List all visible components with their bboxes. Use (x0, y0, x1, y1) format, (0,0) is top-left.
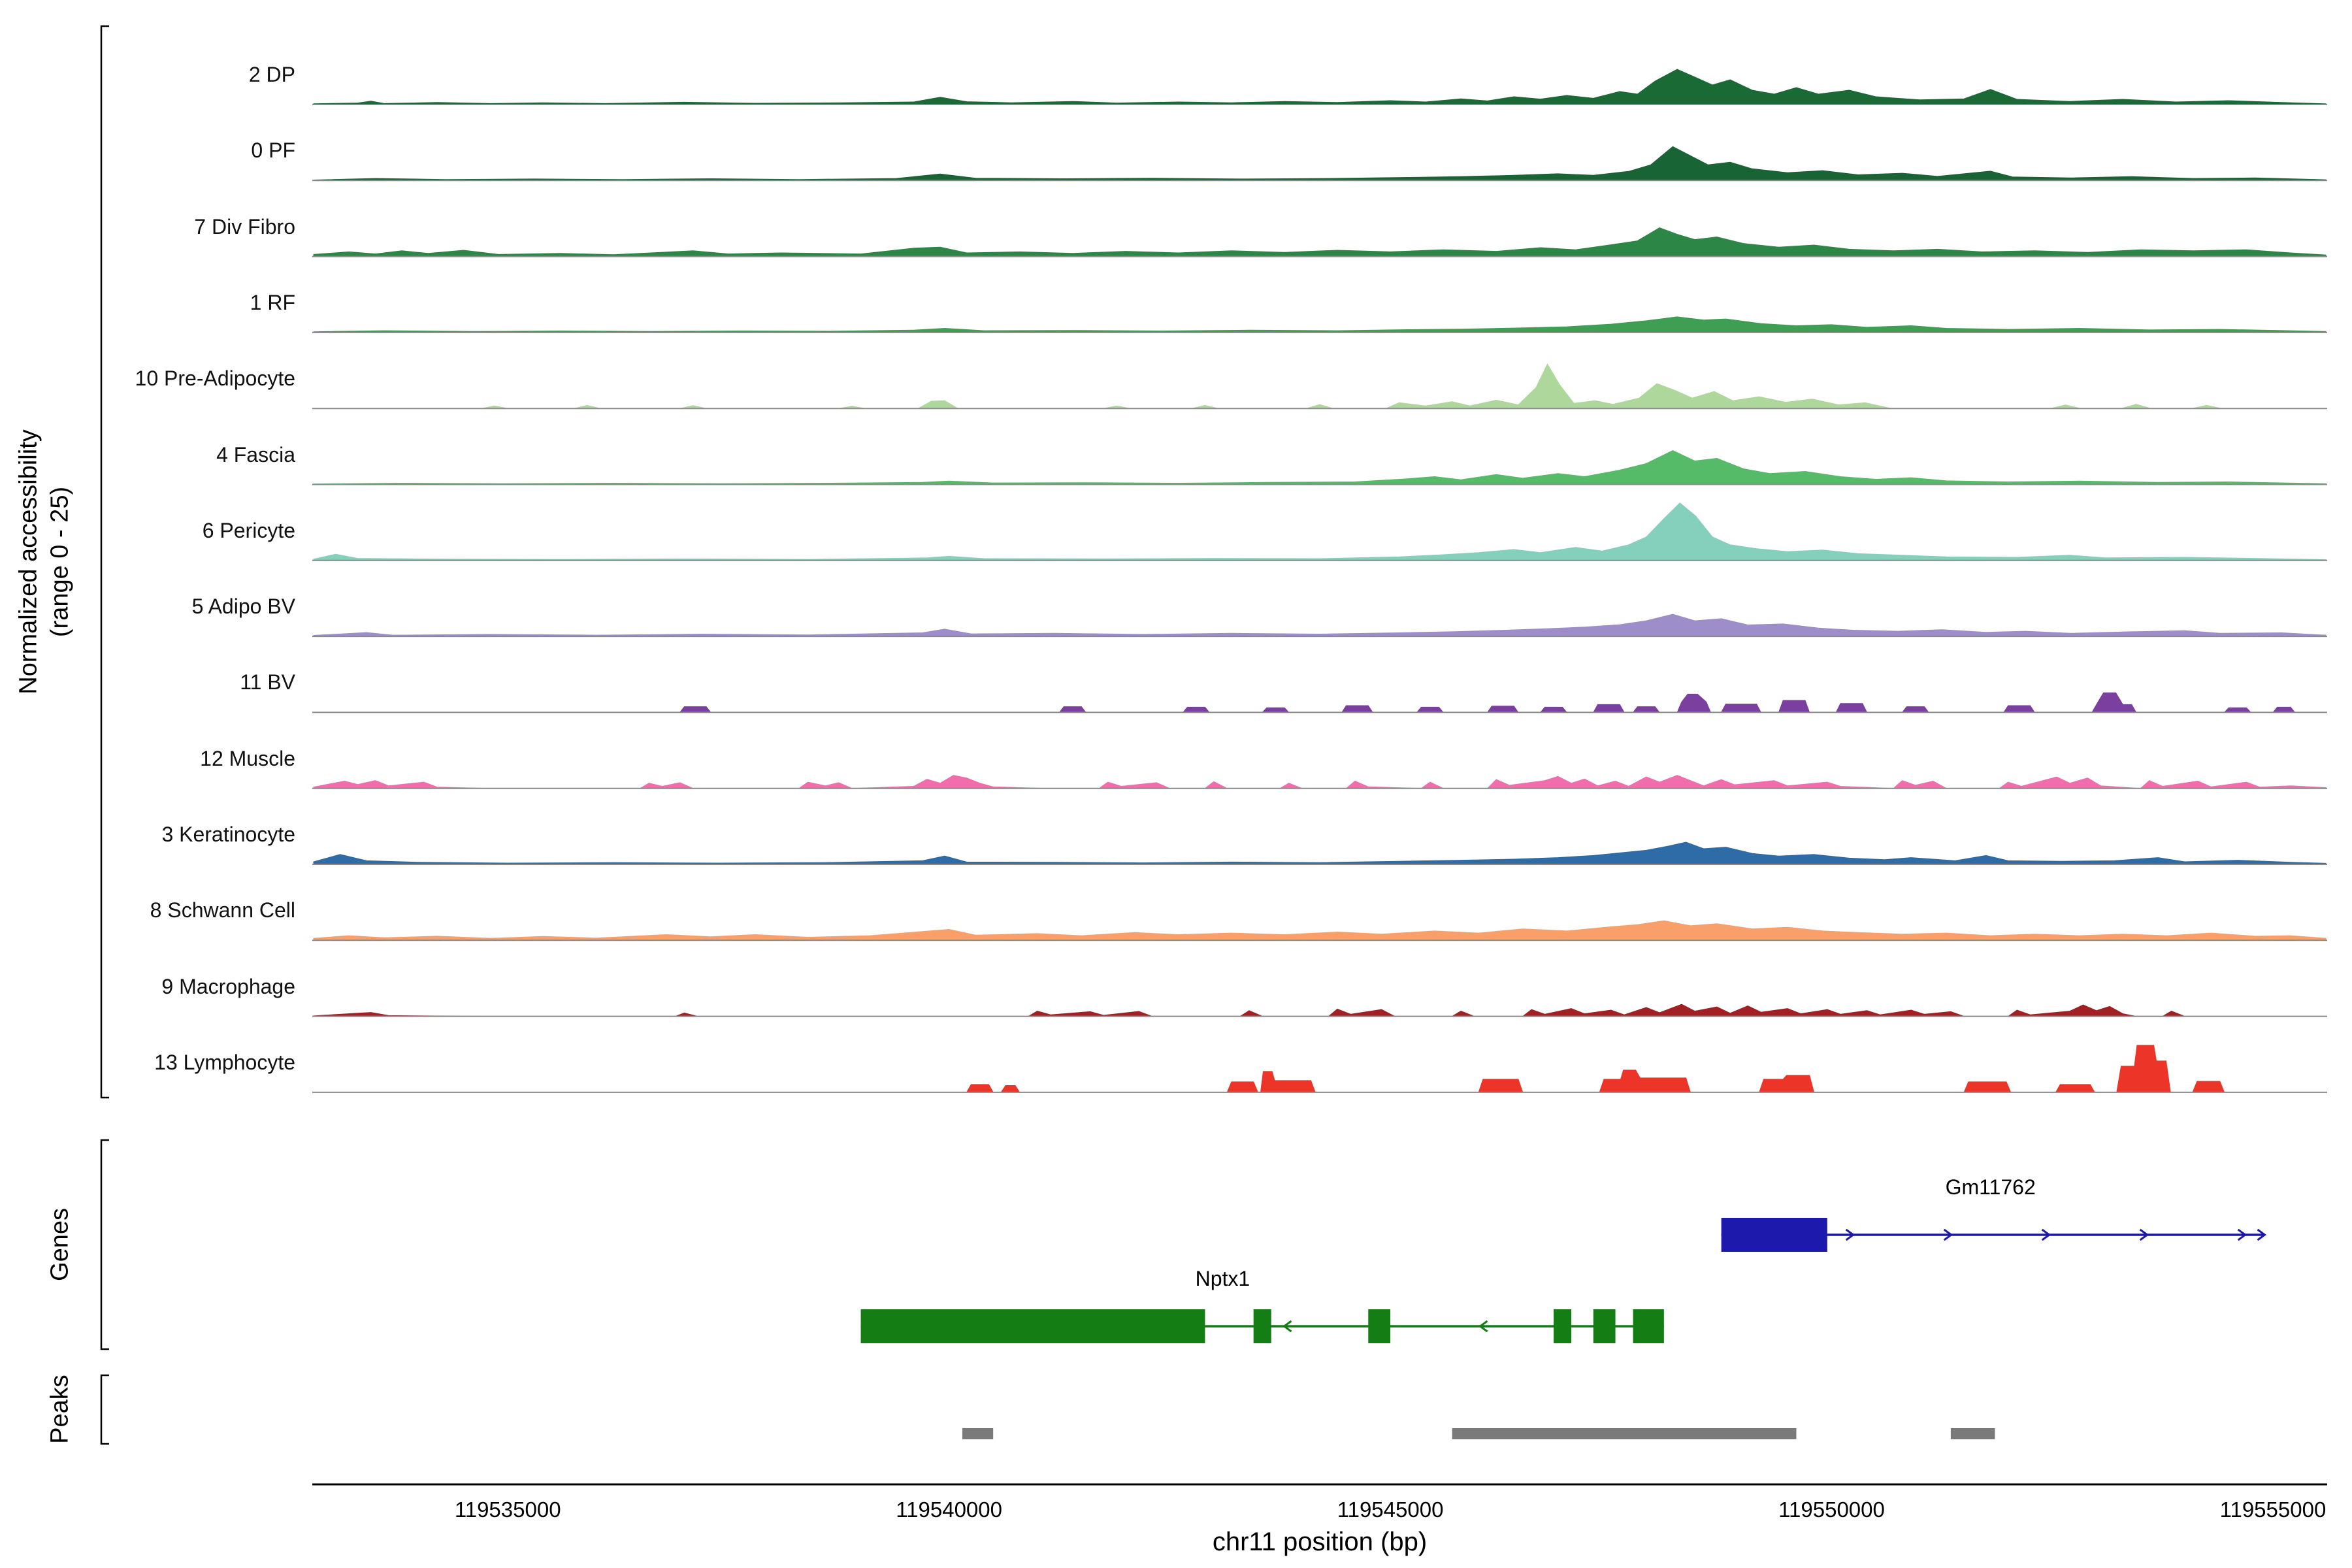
track-label-1-rf: 1 RF (250, 290, 295, 314)
track-label-2-dp: 2 DP (248, 63, 295, 86)
gene-exon (1253, 1309, 1271, 1343)
x-tick-label-119540000: 119540000 (896, 1497, 1002, 1522)
x-axis-title: chr11 position (bp) (1212, 1527, 1428, 1556)
track-signal-5-adipo-bv (313, 613, 2327, 637)
gene-label-nptx1: Nptx1 (1196, 1267, 1250, 1290)
strand-arrow-icon (2041, 1228, 2051, 1241)
track-signal-2-dp (313, 69, 2327, 105)
track-8-schwann-cell (312, 920, 2327, 941)
track-signal-3-keratinocyte (313, 841, 2327, 865)
track-label-13-lymphocyte: 13 Lymphocyte (154, 1050, 295, 1074)
track-signal-12-muscle (313, 775, 2327, 789)
track-11-bv (312, 692, 2327, 713)
gene-exon (1368, 1309, 1391, 1343)
track-signal-13-lymphocyte (314, 1045, 2326, 1093)
track-signal-10-pre-adipocyte (314, 363, 2326, 409)
track-2-dp (312, 69, 2327, 105)
track-label-5-adipo-bv: 5 Adipo BV (191, 595, 295, 619)
strand-arrow-icon (1845, 1228, 1855, 1241)
track-signal-0-pf (313, 146, 2327, 181)
gene-label-gm11762: Gm11762 (1946, 1175, 2036, 1199)
track-5-adipo-bv (312, 613, 2327, 638)
x-tick-label-119555000: 119555000 (2219, 1497, 2327, 1522)
track-signal-11-bv (314, 692, 2326, 713)
track-13-lymphocyte (312, 1045, 2327, 1093)
track-signal-1-rf (313, 316, 2327, 333)
peaks-section-label: Peaks (46, 1375, 74, 1444)
gene-exon (1553, 1309, 1571, 1343)
genes-section-label: Genes (46, 1208, 74, 1281)
track-3-keratinocyte (312, 841, 2327, 865)
gene-exon (1721, 1218, 1827, 1252)
gene-exon (1593, 1309, 1616, 1343)
track-0-pf (312, 146, 2327, 182)
track-label-9-macrophage: 9 Macrophage (161, 974, 295, 998)
x-tick-label-119535000: 119535000 (454, 1497, 561, 1522)
genes-axis-bracket (100, 1139, 109, 1350)
strand-arrow-icon (2257, 1228, 2266, 1241)
gene-gm11762: Gm11762 (1721, 1175, 2266, 1252)
track-6-pericyte (312, 502, 2327, 561)
track-label-11-bv: 11 BV (240, 670, 295, 694)
x-tick-label-119550000: 119550000 (1778, 1497, 1885, 1522)
strand-arrow-icon (1943, 1228, 1953, 1241)
strand-arrow-icon (1282, 1320, 1292, 1333)
peak-interval (962, 1428, 994, 1439)
strand-arrow-icon (2237, 1228, 2247, 1241)
peak-interval (1950, 1428, 1995, 1439)
track-signal-7-div-fibro (313, 227, 2327, 257)
track-label-6-pericyte: 6 Pericyte (202, 518, 295, 542)
y-axis-label-line1: Normalized accessibility (14, 429, 42, 694)
track-12-muscle (312, 775, 2327, 789)
track-label-8-schwann-cell: 8 Schwann Cell (150, 898, 295, 923)
track-signal-9-macrophage (313, 1004, 2326, 1017)
gene-nptx1: Nptx1 (860, 1267, 1664, 1343)
strand-arrow-icon (2139, 1228, 2149, 1241)
track-9-macrophage (312, 1004, 2327, 1017)
gene-exon (1633, 1309, 1664, 1343)
x-tick-label-119545000: 119545000 (1337, 1497, 1444, 1522)
peak-interval (1452, 1428, 1797, 1439)
track-signal-4-fascia (313, 449, 2327, 485)
track-signal-8-schwann-cell (313, 920, 2327, 941)
peaks-axis-bracket (100, 1374, 109, 1445)
track-10-pre-adipocyte (312, 363, 2327, 410)
track-7-div-fibro (312, 227, 2327, 257)
track-label-12-muscle: 12 Muscle (200, 746, 295, 770)
strand-arrow-icon (1478, 1320, 1488, 1333)
gene-exon (860, 1309, 1205, 1343)
track-1-rf (312, 316, 2327, 333)
track-signal-6-pericyte (313, 502, 2327, 561)
track-label-3-keratinocyte: 3 Keratinocyte (161, 823, 295, 846)
track-4-fascia (312, 449, 2327, 485)
tracks-axis-bracket (100, 25, 109, 1099)
track-label-10-pre-adipocyte: 10 Pre-Adipocyte (135, 367, 295, 391)
track-label-7-div-fibro: 7 Div Fibro (194, 214, 295, 238)
track-label-4-fascia: 4 Fascia (216, 442, 295, 466)
track-label-0-pf: 0 PF (251, 139, 295, 163)
